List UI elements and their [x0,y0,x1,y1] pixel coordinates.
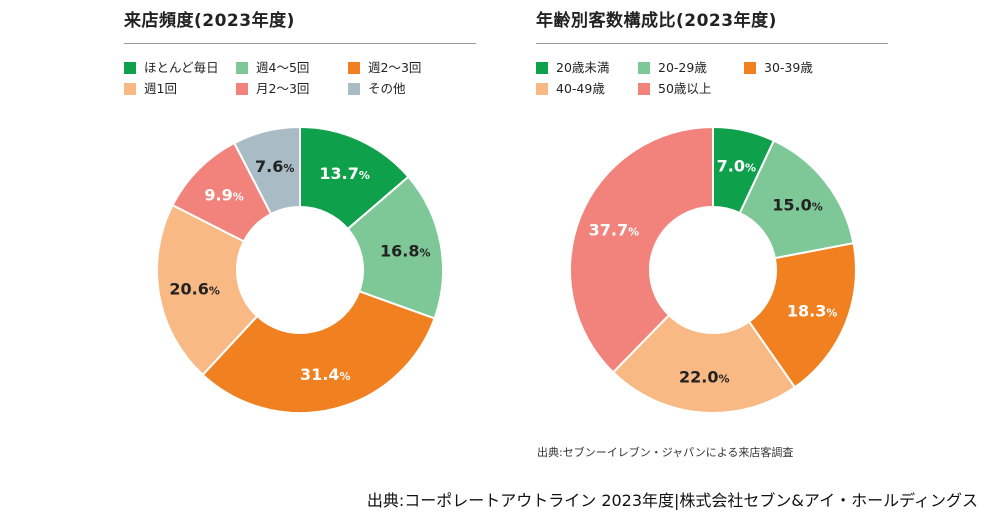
source-footer: 出典:コーポレートアウトライン 2023年度|株式会社セブン&アイ・ホールディン… [366,491,978,510]
donut-slice [201,290,436,414]
legend-label: 週1回 [144,81,177,96]
legend-swatch [536,62,548,74]
title-divider [124,43,476,44]
legend-swatch [638,62,650,74]
slice-value-label: 15.0% [772,195,823,214]
legend-swatch [124,83,136,95]
legend-label: 30-39歳 [764,60,813,75]
donut-slice [232,125,301,216]
donut-slice [611,313,797,414]
legend-label: ほとんど毎日 [144,60,219,75]
donut-slice [738,139,855,260]
legend-label: 20-29歳 [658,60,707,75]
legend-swatch [744,62,756,74]
slice-value-label: 37.7% [589,221,640,240]
legend-label: その他 [368,81,406,96]
legend-label: 週4～5回 [256,60,310,75]
donut-slice [346,175,444,320]
legend-swatch [348,62,360,74]
slice-value-label: 16.8% [380,242,431,261]
visit-frequency-donut: 13.7% 16.8% 31.4% 20.6% 9.9% 7.6% [156,125,444,414]
donut-slice [569,125,714,374]
legend-swatch [638,83,650,95]
visit-frequency-panel: 来店頻度(2023年度) ほとんど毎日 週4～5回 週2～3回 週1回 月2～3… [0,0,500,480]
legend-label: 20歳未満 [556,60,610,75]
legend-swatch [536,83,548,95]
survey-source-note: 出典:セブンーイレブン・ジャパンによる来店客調査 [537,446,794,459]
age-composition-donut: 7.0% 15.0% 18.3% 22.0% 37.7% [569,125,857,414]
legend-swatch [236,62,248,74]
slice-value-label: 31.4% [300,365,351,384]
donut-slice [747,242,857,389]
slice-value-label: 13.7% [319,164,370,183]
legend-label: 週2～3回 [368,60,422,75]
slice-value-label: 7.0% [717,157,756,176]
legend-label: 月2～3回 [256,81,310,96]
chart-title: 年齢別客数構成比(2023年度) [536,11,777,31]
legend-swatch [348,83,360,95]
slice-value-label: 18.3% [787,301,838,320]
donut-slice [156,203,259,377]
chart-title: 来店頻度(2023年度) [124,11,295,31]
legend-label: 50歳以上 [658,81,712,96]
slice-value-label: 20.6% [169,280,220,299]
legend-swatch [124,62,136,74]
title-divider [536,43,888,44]
slice-value-label: 7.6% [255,157,294,176]
age-composition-panel: 年齢別客数構成比(2023年度) 20歳未満 20-29歳 30-39歳 40-… [500,0,1000,480]
legend-label: 40-49歳 [556,81,605,96]
legend-swatch [236,83,248,95]
slice-value-label: 9.9% [204,186,243,205]
slice-value-label: 22.0% [679,368,730,387]
